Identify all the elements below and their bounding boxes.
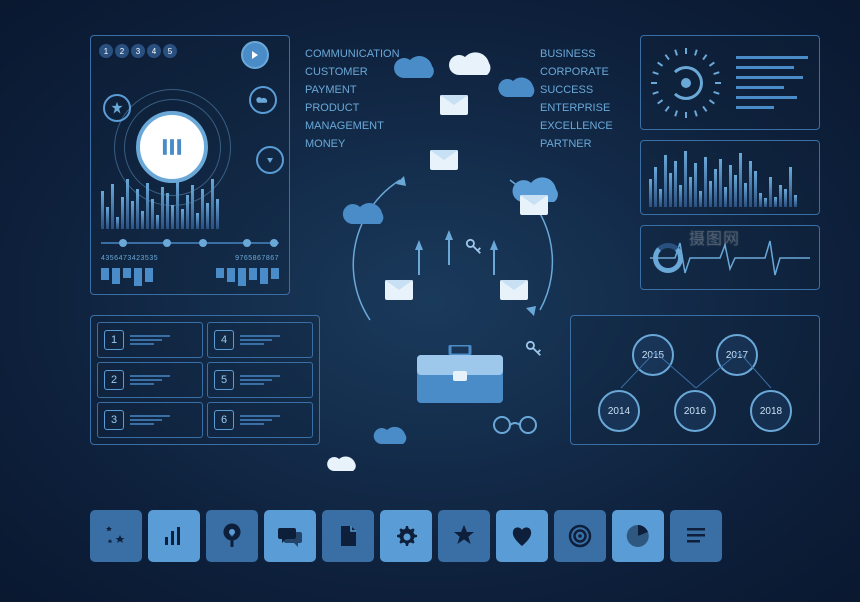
gauge-panel — [640, 35, 820, 130]
pin-icon[interactable] — [206, 510, 258, 562]
horizontal-bars — [736, 56, 808, 109]
list-icon[interactable] — [670, 510, 722, 562]
center-cluster — [330, 160, 590, 440]
target-icon[interactable] — [554, 510, 606, 562]
mini-bars — [216, 268, 279, 286]
metric-label: 9765867867 — [235, 255, 279, 262]
timeline-dots — [101, 242, 279, 244]
keyword: ENTERPRISE — [540, 99, 613, 117]
main-dial — [136, 111, 208, 183]
envelope-icon — [500, 280, 528, 300]
key-icon — [465, 238, 483, 256]
grid-cell: 5 — [207, 362, 313, 398]
keyword: MANAGEMENT — [305, 117, 400, 135]
grid-cell: 4 — [207, 322, 313, 358]
stars-icon[interactable] — [90, 510, 142, 562]
arrow-badge-icon — [256, 146, 284, 174]
keyword: CORPORATE — [540, 63, 613, 81]
glasses-icon — [490, 415, 540, 435]
mini-bars — [101, 268, 153, 286]
arrow-up-icon — [415, 240, 423, 250]
grid-cell: 2 — [97, 362, 203, 398]
keyword: BUSINESS — [540, 45, 613, 63]
keyword: SUCCESS — [540, 81, 613, 99]
keyword: COMMUNICATION — [305, 45, 400, 63]
keyword: PRODUCT — [305, 99, 400, 117]
gear-icon[interactable] — [380, 510, 432, 562]
file-icon[interactable] — [322, 510, 374, 562]
envelope-icon — [430, 150, 458, 170]
cloud-icon — [340, 195, 398, 231]
pager-dot[interactable]: 4 — [147, 44, 161, 58]
pager-dot[interactable]: 2 — [115, 44, 129, 58]
pager-dot[interactable]: 5 — [163, 44, 177, 58]
donut-icon — [653, 243, 683, 273]
chat-icon[interactable] — [264, 510, 316, 562]
keyword: PAYMENT — [305, 81, 400, 99]
bar-chart-panel — [640, 140, 820, 215]
briefcase-icon — [415, 345, 505, 405]
star-icon[interactable] — [438, 510, 490, 562]
dashboard-bar-chart — [101, 179, 219, 229]
cloud-icon — [325, 450, 367, 476]
cloud-icon — [370, 420, 418, 450]
envelope-icon — [520, 195, 548, 215]
dashboard-panel: 1 2 3 4 5 4356473423535 9765867867 — [90, 35, 290, 295]
radial-gauge — [651, 48, 721, 118]
pie-icon[interactable] — [612, 510, 664, 562]
cloud-icon — [390, 50, 445, 85]
metric-label: 4356473423535 — [101, 255, 158, 262]
pager: 1 2 3 4 5 — [99, 44, 177, 58]
heart-icon[interactable] — [496, 510, 548, 562]
grid-cell: 3 — [97, 402, 203, 438]
bar-chart — [649, 149, 811, 207]
keyword-list-left: COMMUNICATIONCUSTOMERPAYMENTPRODUCTMANAG… — [305, 45, 400, 153]
pager-dot[interactable]: 1 — [99, 44, 113, 58]
icon-tile-row — [90, 510, 722, 562]
bars-icon[interactable] — [148, 510, 200, 562]
wave-panel — [640, 225, 820, 290]
grid-cell: 6 — [207, 402, 313, 438]
keyword: CUSTOMER — [305, 63, 400, 81]
keyword: EXCELLENCE — [540, 117, 613, 135]
grid-cell: 1 — [97, 322, 203, 358]
envelope-icon — [440, 95, 468, 115]
numbered-grid-panel: 142536 — [90, 315, 320, 445]
arrow-up-icon — [445, 230, 453, 240]
cloud-icon — [495, 70, 547, 104]
key-icon — [525, 340, 543, 358]
keyword-list-right: BUSINESSCORPORATESUCCESSENTERPRISEEXCELL… — [540, 45, 613, 153]
envelope-icon — [385, 280, 413, 300]
pager-dot[interactable]: 3 — [131, 44, 145, 58]
arrow-up-icon — [490, 240, 498, 250]
cloud-badge-icon — [249, 86, 277, 114]
play-button[interactable] — [241, 41, 269, 69]
